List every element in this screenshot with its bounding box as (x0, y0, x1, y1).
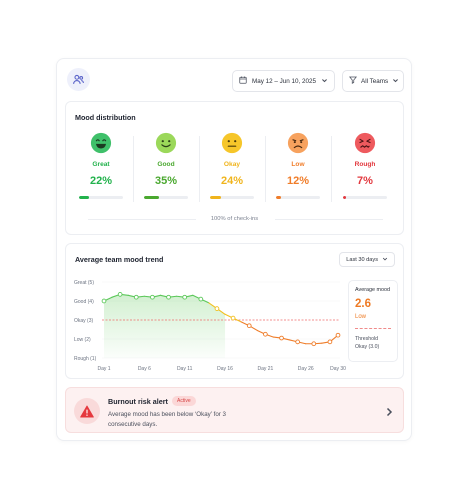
date-range-label: May 12 – Jun 10, 2025 (252, 77, 317, 85)
y-tick-label: Good (4) (74, 299, 94, 305)
data-point (279, 335, 284, 341)
divider (331, 136, 332, 202)
mood-percent: 24% (220, 175, 244, 187)
good-face-icon (155, 132, 177, 154)
data-point (263, 331, 268, 337)
chevron-right-icon[interactable] (385, 404, 393, 422)
mood-bar (210, 196, 254, 199)
average-mood-value: 2.6 (355, 298, 371, 310)
x-tick-label: Day 26 (298, 366, 314, 372)
data-point (182, 294, 188, 300)
divider (88, 219, 196, 220)
mood-percent: 7% (357, 175, 373, 187)
x-tick-label: Day 1 (97, 366, 110, 372)
data-point (311, 341, 317, 347)
data-point (101, 298, 107, 304)
mood-item-rough: Rough 7% (335, 132, 395, 208)
y-tick-label: Rough (1) (74, 356, 97, 362)
y-tick-label: Great (5) (74, 280, 94, 286)
data-point (166, 294, 171, 300)
chevron-down-icon (321, 77, 328, 86)
x-tick-label: Day 21 (257, 366, 273, 372)
mood-label: Great (92, 161, 110, 168)
warning-icon (74, 398, 100, 424)
low-face-icon (287, 132, 309, 154)
average-mood-box: Average mood 2.6 Low Threshold Okay (3.0… (348, 280, 398, 362)
rough-face-icon (354, 132, 376, 154)
date-range-picker[interactable]: May 12 – Jun 10, 2025 (232, 70, 335, 92)
mood-distribution-card: Mood distribution Great 22% Good 35% (65, 101, 404, 235)
filter-icon (348, 76, 358, 86)
mood-percent: 12% (286, 175, 310, 187)
data-point (117, 291, 123, 297)
range-dropdown[interactable]: Last 30 days (339, 252, 395, 267)
burnout-alert[interactable]: Burnout risk alert Active Average mood h… (65, 387, 404, 433)
mood-label: Good (157, 161, 175, 168)
chevron-down-icon (382, 256, 388, 264)
range-label: Last 30 days (346, 256, 378, 263)
data-point (327, 339, 333, 345)
data-point (214, 306, 220, 311)
mood-bar (276, 196, 320, 199)
chevron-down-icon (392, 77, 399, 86)
data-point (150, 294, 155, 300)
mood-bar (144, 196, 188, 199)
x-tick-label: Day 6 (138, 366, 151, 372)
team-icon[interactable] (67, 68, 90, 91)
mood-percent: 22% (89, 175, 113, 187)
data-point (133, 294, 139, 300)
mood-label: Low (291, 161, 305, 168)
divider (199, 136, 200, 202)
average-mood-status: Low (355, 314, 367, 320)
okay-face-icon (221, 132, 243, 154)
threshold-dash (355, 328, 391, 329)
mood-trend-title: Average team mood trend (75, 255, 164, 264)
mood-item-good: Good 35% (136, 132, 196, 208)
mood-item-okay: Okay 24% (202, 132, 262, 208)
mood-trend-chart: Rough (1) Low (2) Okay (3) Good (4) Great (5… (74, 280, 346, 372)
data-point (246, 323, 252, 329)
data-point (295, 339, 301, 345)
mood-trend-card: Average team mood trend Last 30 days Rou… (65, 243, 404, 379)
y-tick-label: Low (2) (74, 337, 91, 343)
mood-item-great: Great 22% (71, 132, 131, 208)
divider (133, 136, 134, 202)
mood-bar (79, 196, 123, 199)
alert-title: Burnout risk alert (108, 397, 168, 406)
mood-distribution-title: Mood distribution (75, 113, 136, 122)
data-point (335, 332, 341, 338)
team-filter-dropdown[interactable]: All Teams (342, 70, 404, 92)
x-tick-label: Day 16 (217, 366, 233, 372)
mood-label: Rough (354, 161, 376, 168)
checkins-total: 100% of check-ins (210, 216, 259, 222)
data-point (198, 296, 204, 302)
mood-bar (343, 196, 387, 199)
data-point (230, 315, 236, 321)
calendar-icon (239, 76, 247, 86)
team-filter-label: All Teams (361, 77, 389, 85)
x-tick-label: Day 11 (177, 366, 193, 372)
y-tick-label: Okay (3) (74, 318, 94, 324)
threshold-label: Threshold (355, 336, 379, 342)
status-badge: Active (172, 396, 196, 406)
great-face-icon (90, 132, 112, 154)
mood-area (104, 294, 226, 358)
mood-label: Okay (223, 161, 241, 168)
alert-message: Average mood has been below ‘Okay’ for 3… (108, 411, 226, 428)
x-tick-label: Day 30 (330, 366, 346, 372)
mood-item-low: Low 12% (268, 132, 328, 208)
threshold-value: Okay (3.0) (355, 344, 380, 350)
average-mood-label: Average mood (355, 287, 390, 293)
divider (265, 136, 266, 202)
mood-percent: 35% (154, 175, 178, 187)
divider (275, 219, 383, 220)
mood-dashboard-panel: May 12 – Jun 10, 2025 All Teams Mood dis… (56, 58, 412, 441)
